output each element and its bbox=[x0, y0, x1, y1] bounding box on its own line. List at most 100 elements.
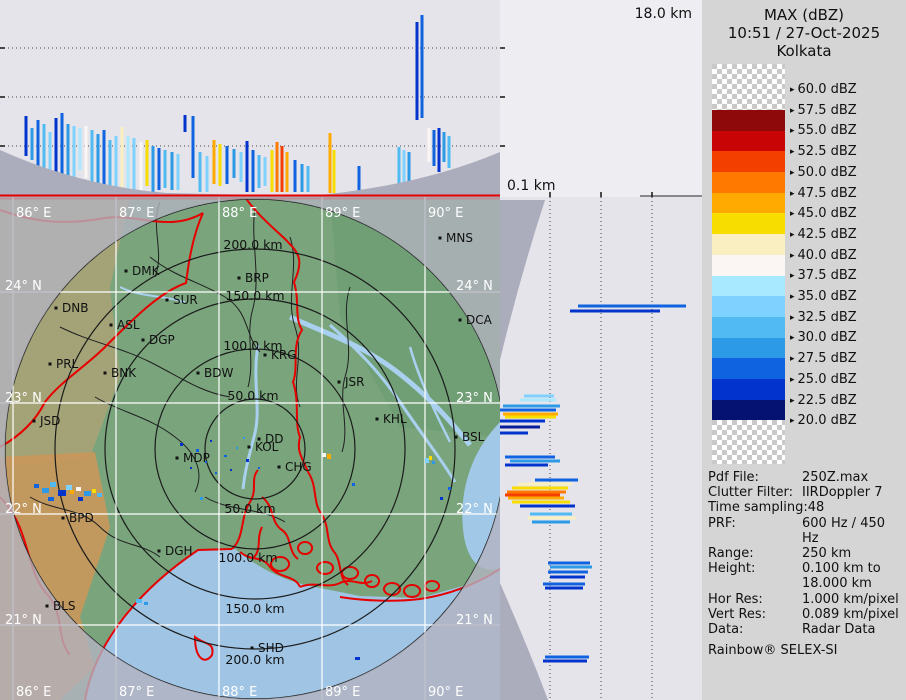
scale-tick-label: ▸ 42.5 dBZ bbox=[790, 226, 857, 242]
lat-label: 23° N bbox=[5, 391, 42, 406]
scale-color-band bbox=[712, 296, 785, 317]
scale-color-band bbox=[712, 275, 785, 297]
metadata-value: Radar Data bbox=[802, 622, 876, 638]
scale-tick-label: ▸ 20.0 dBZ bbox=[790, 413, 857, 429]
city-dot bbox=[263, 353, 267, 357]
metadata-label: Vert Res: bbox=[708, 606, 767, 622]
city-dot bbox=[337, 380, 341, 384]
city-label: KOL bbox=[255, 440, 279, 454]
city-label: DNB bbox=[62, 301, 88, 315]
city-label: KRG bbox=[271, 348, 297, 362]
city-dot bbox=[277, 465, 281, 469]
city-label: BRP bbox=[245, 271, 269, 285]
city-dot bbox=[61, 516, 65, 520]
scale-color-band bbox=[712, 358, 785, 379]
scale-color-band bbox=[712, 130, 785, 152]
scale-tick-arrow-icon: ▸ bbox=[790, 333, 795, 344]
lon-label: 86° E bbox=[16, 206, 51, 221]
range-ring-label: 150.0 km bbox=[225, 601, 284, 616]
scale-tick-label: ▸ 25.0 dBZ bbox=[790, 371, 857, 387]
scale-tick-label: ▸ 60.0 dBZ bbox=[790, 82, 857, 97]
scale-color-band bbox=[712, 399, 785, 421]
city-dot bbox=[257, 437, 261, 441]
scale-color-band bbox=[712, 213, 785, 235]
scale-tick-label: ▸ 35.0 dBZ bbox=[790, 289, 857, 304]
scale-tick-arrow-icon: ▸ bbox=[790, 147, 795, 158]
city-label: KHL bbox=[383, 412, 407, 426]
city-dot bbox=[438, 236, 442, 240]
scale-tick-label: ▸ 52.5 dBZ bbox=[790, 144, 857, 160]
scale-color-band bbox=[712, 337, 785, 359]
range-ring-label: 50.0 km bbox=[224, 501, 275, 516]
map-delta-outlines bbox=[231, 469, 441, 598]
lon-label: 87° E bbox=[119, 685, 154, 700]
scale-tick-label: ▸ 57.5 dBZ bbox=[790, 102, 857, 118]
range-ring-label: 200.0 km bbox=[225, 652, 284, 667]
city-dot bbox=[32, 419, 36, 423]
corner-axis-ticks bbox=[500, 47, 702, 197]
lon-label: 90° E bbox=[428, 685, 463, 700]
city-dot bbox=[48, 362, 52, 366]
dbz-color-scale bbox=[712, 64, 785, 465]
scale-tick-label: ▸ 47.5 dBZ bbox=[790, 185, 857, 201]
ns-beam-blockage-south bbox=[500, 583, 548, 700]
city-label: DGP bbox=[149, 333, 175, 347]
lon-label: 88° E bbox=[222, 206, 257, 221]
scale-color-band bbox=[712, 110, 785, 131]
city-dot bbox=[103, 371, 107, 375]
scale-tick-arrow-icon: ▸ bbox=[790, 312, 795, 323]
scale-color-band bbox=[712, 172, 785, 193]
lon-label: 89° E bbox=[325, 206, 360, 221]
city-dot bbox=[54, 306, 58, 310]
city-label: DMK bbox=[132, 264, 161, 278]
ew-profile-echo-bars bbox=[24, 15, 451, 195]
lat-label: 24° N bbox=[456, 279, 493, 294]
scale-tick-arrow-icon: ▸ bbox=[790, 126, 795, 137]
metadata-row: Range: 250 km bbox=[708, 546, 904, 561]
metadata-row: PRF: 600 Hz / 450 Hz bbox=[708, 516, 904, 546]
metadata-label: Pdf File: bbox=[708, 470, 759, 485]
city-dot bbox=[124, 269, 128, 273]
scale-tick-arrow-icon: ▸ bbox=[790, 167, 795, 178]
scale-checker-band bbox=[712, 420, 785, 465]
metadata-label: Clutter Filter: bbox=[708, 485, 793, 501]
city-label: ASL bbox=[117, 318, 140, 332]
height-axis-corner: 18.0 km 0.1 km bbox=[500, 0, 702, 197]
scale-tick-label: ▸ 55.0 dBZ bbox=[790, 123, 857, 139]
city-dot bbox=[247, 445, 251, 449]
city-dot bbox=[454, 435, 458, 439]
scale-color-band bbox=[712, 316, 785, 338]
ns-profile-gridlines bbox=[549, 197, 653, 700]
lon-label: 86° E bbox=[16, 685, 51, 700]
scale-tick-arrow-icon: ▸ bbox=[790, 271, 795, 282]
legend-header: MAX (dBZ) 10:51 / 27-Oct-2025 Kolkata bbox=[702, 0, 906, 60]
scale-color-band bbox=[712, 254, 785, 276]
height-axis-max-label: 18.0 km bbox=[634, 6, 692, 22]
metadata-value: 1.000 km/pixel bbox=[802, 591, 899, 607]
city-label: BLS bbox=[53, 599, 76, 613]
metadata-row: Time sampling: 48 bbox=[708, 500, 904, 515]
scale-tick-arrow-icon: ▸ bbox=[790, 250, 795, 261]
range-ring-label: 150.0 km bbox=[225, 288, 284, 303]
lon-label: 90° E bbox=[428, 206, 463, 221]
city-dot bbox=[45, 604, 49, 608]
city-label: BDW bbox=[204, 366, 233, 380]
scale-color-band bbox=[712, 234, 785, 255]
lon-label: 89° E bbox=[325, 685, 360, 700]
metadata-label: Hor Res: bbox=[708, 591, 763, 607]
lat-label: 22° N bbox=[456, 502, 493, 517]
scale-tick-arrow-icon: ▸ bbox=[790, 292, 795, 302]
scale-checker-band bbox=[712, 64, 785, 110]
city-dot bbox=[237, 276, 241, 280]
metadata-label: Time sampling: bbox=[708, 500, 808, 516]
radar-map-panel: 86° E 86° E 87° E 87° E 88° E 88° E 89° E 89° E… bbox=[0, 197, 500, 700]
city-label: MNS bbox=[446, 231, 473, 245]
city-label: MDP bbox=[183, 451, 210, 465]
city-label: PRL bbox=[56, 357, 79, 371]
scale-tick-label: ▸ 30.0 dBZ bbox=[790, 330, 857, 346]
product-title: MAX (dBZ) bbox=[763, 6, 845, 24]
scale-tick-arrow-icon: ▸ bbox=[790, 354, 795, 365]
scale-tick-arrow-icon: ▸ bbox=[790, 188, 795, 199]
scale-tick-arrow-icon: ▸ bbox=[790, 209, 795, 220]
lat-label: 24° N bbox=[5, 279, 42, 294]
